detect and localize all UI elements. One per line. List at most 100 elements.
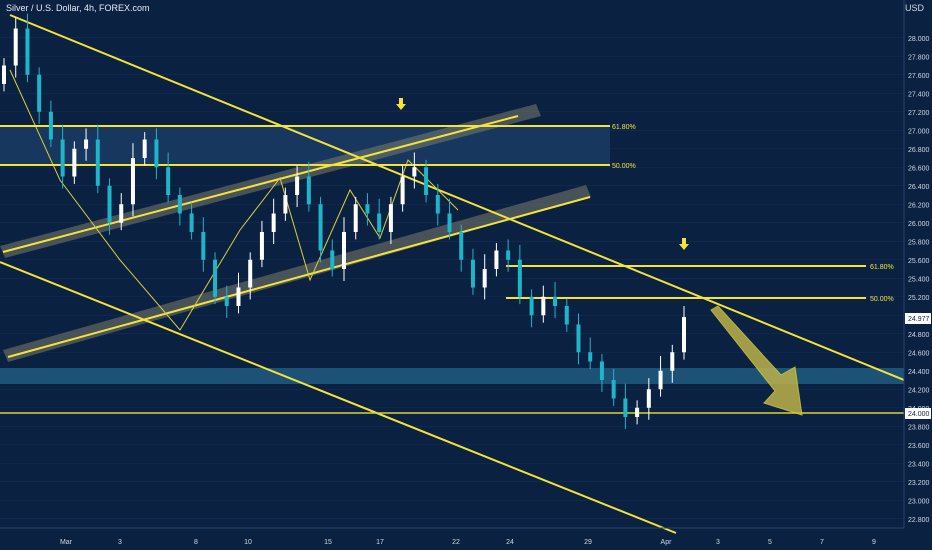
- candle-body: [72, 149, 76, 177]
- candle-body: [576, 325, 580, 353]
- candle-body: [354, 204, 358, 232]
- candle-body: [201, 232, 205, 260]
- candle-body: [49, 112, 53, 140]
- y-tick-label: 23.000: [908, 498, 930, 505]
- candle-body: [659, 371, 663, 390]
- candle-body: [319, 204, 323, 250]
- chart-title: Silver / U.S. Dollar, 4h, FOREX.com: [6, 3, 150, 13]
- candle-body: [553, 297, 557, 306]
- x-tick-label: 15: [324, 539, 332, 546]
- y-tick-label: 28.000: [908, 36, 930, 43]
- candle-body: [61, 140, 65, 177]
- y-tick-label: 25.400: [908, 276, 930, 283]
- candle-body: [436, 195, 440, 214]
- candle-body: [190, 214, 194, 233]
- resistance-zone: [0, 126, 610, 165]
- y-tick-label: 23.800: [908, 424, 930, 431]
- x-tick-label: 5: [768, 539, 772, 546]
- y-tick-label: 23.400: [908, 461, 930, 468]
- candle-body: [401, 177, 405, 205]
- fib-label-50-lower: 50.00%: [870, 296, 894, 303]
- x-tick-label: 10: [244, 539, 252, 546]
- y-tick-label: 26.800: [908, 147, 930, 154]
- candle-body: [471, 260, 475, 288]
- y-tick-label: 27.000: [908, 128, 930, 135]
- candle-body: [225, 297, 229, 306]
- candle-body: [623, 399, 627, 418]
- candle-body: [459, 232, 463, 260]
- candle-body: [178, 195, 182, 214]
- candle-body: [272, 214, 276, 233]
- candle-body: [506, 251, 510, 260]
- y-tick-label: 22.800: [908, 517, 930, 524]
- candle-body: [588, 352, 592, 361]
- currency-label: USD: [905, 3, 924, 13]
- y-tick-label: 24.600: [908, 350, 930, 357]
- y-tick-label: 23.200: [908, 480, 930, 487]
- current-price-label: 24.977: [905, 313, 931, 324]
- y-tick-label: 24.800: [908, 332, 930, 339]
- candle-body: [518, 260, 522, 297]
- candle-body: [483, 269, 487, 288]
- candle-body: [307, 177, 311, 205]
- candle-body: [2, 66, 6, 85]
- candle-body: [541, 297, 545, 316]
- candle-body: [647, 389, 651, 408]
- candle-body: [530, 297, 534, 316]
- candle-body: [612, 380, 616, 399]
- x-tick-label: 3: [716, 539, 720, 546]
- fib-label-50-upper: 50.00%: [612, 163, 636, 170]
- candle-body: [670, 352, 674, 371]
- y-tick-label: 25.200: [908, 295, 930, 302]
- candle-body: [330, 251, 334, 270]
- candle-body: [213, 260, 217, 297]
- candle-body: [37, 75, 41, 112]
- y-tick-label: 26.600: [908, 165, 930, 172]
- candle-body: [283, 195, 287, 214]
- support-price-value: 24.000: [908, 411, 930, 418]
- candle-body: [166, 167, 170, 195]
- y-tick-label: 23.600: [908, 443, 930, 450]
- candle-body: [143, 140, 147, 159]
- x-tick-label: 8: [194, 539, 198, 546]
- y-tick-label: 26.200: [908, 202, 930, 209]
- x-tick-label: Mar: [60, 539, 73, 546]
- x-tick-label: 7: [820, 539, 824, 546]
- x-tick-label: 29: [584, 539, 592, 546]
- candle-body: [412, 167, 416, 176]
- y-tick-label: 26.400: [908, 184, 930, 191]
- candle-body: [389, 204, 393, 232]
- y-tick-label: 25.600: [908, 258, 930, 265]
- y-tick-label: 24.400: [908, 369, 930, 376]
- x-tick-label: 9: [872, 539, 876, 546]
- x-tick-label: 3: [118, 539, 122, 546]
- candle-body: [119, 204, 123, 223]
- y-tick-label: 27.600: [908, 73, 930, 80]
- candle-body: [295, 177, 299, 196]
- candle-body: [25, 29, 29, 75]
- candle-body: [154, 140, 158, 168]
- y-tick-label: 27.800: [908, 54, 930, 61]
- y-tick-label: 27.200: [908, 110, 930, 117]
- candle-body: [248, 260, 252, 288]
- fib-label-61-lower: 61.80%: [870, 264, 894, 271]
- candle-body: [365, 204, 369, 213]
- y-tick-label: 25.800: [908, 239, 930, 246]
- candle-body: [96, 140, 100, 186]
- y-tick-label: 26.000: [908, 221, 930, 228]
- candle-body: [84, 140, 88, 149]
- candle-body: [565, 306, 569, 325]
- candle-body: [424, 167, 428, 195]
- y-tick-label: 24.200: [908, 387, 930, 394]
- candle-body: [14, 29, 18, 66]
- x-tick-label: 24: [506, 539, 514, 546]
- x-tick-label: 22: [452, 539, 460, 546]
- x-tick-label: Apr: [661, 539, 673, 546]
- candle-body: [494, 251, 498, 270]
- current-price-value: 24.977: [908, 316, 930, 323]
- candle-body: [377, 214, 381, 233]
- candle-body: [236, 288, 240, 307]
- x-tick-label: 17: [376, 539, 384, 546]
